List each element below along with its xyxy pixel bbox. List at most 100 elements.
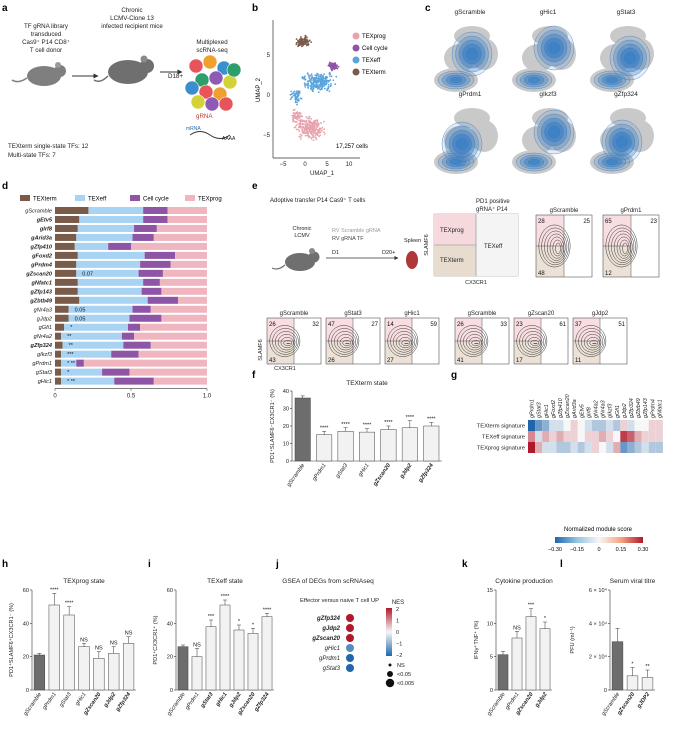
d-bar-segment [170,260,207,268]
umap-point [312,81,315,84]
d-bar-segment [156,224,207,232]
d-legend-label: TEXterm [33,197,57,203]
ytick-label: 40 [23,621,29,627]
umap-point [303,43,306,46]
d-annotation: * [67,370,70,376]
d-bar-segment [79,296,148,304]
umap-point [313,84,316,87]
e-top-plots: gScramble 28 25 48 gPrdm1 65 23 12 [535,208,660,278]
j-category-label: gZscan20 [311,636,340,642]
significance-label: **** [406,415,415,421]
e-contour [524,334,543,351]
j-dot [346,634,354,642]
g-column-label: gGfi1 [615,405,621,418]
category-label: gHic1 [214,692,228,709]
g-colorbar-tick: −0.15 [570,547,584,553]
d-bar-segment [143,215,168,223]
d-bar-segment [143,278,160,286]
umap-point [301,115,304,118]
umap-point [300,42,303,44]
a-polya-icon: AAAA [222,136,236,142]
e-contour [613,233,633,261]
d-bar-segment [55,207,89,214]
d-bar-segment [55,242,75,250]
e-quadrant-prog: 37 [575,322,582,328]
umap-point [336,67,339,70]
umap-point [295,124,298,126]
umap-point [299,133,302,136]
d-bar-segment [76,269,139,277]
j-colorbar-tick: 0 [396,630,399,636]
e-flow-title: gScramble [550,208,579,214]
d-bar-segment [88,207,144,214]
umap-point [321,129,323,132]
significance-label: NS [513,625,521,631]
umap-point [295,128,298,131]
c-contour [449,76,463,84]
umap-point [298,130,301,133]
g-heat-cell [528,420,536,431]
umap-point [314,121,317,124]
umap-point [311,129,314,132]
cell-icon [226,62,242,78]
d-bar-segment [55,287,78,295]
e-contour [280,337,294,349]
significance-label: * [631,662,634,668]
d-category-label: gZfp410 [30,244,53,250]
category-label: gPrdm1 [312,463,328,482]
g-heat-cell [627,420,635,431]
umap-point [315,80,318,82]
cell-icon [208,70,224,86]
e-contour [395,334,414,351]
e-contour [390,328,417,355]
j-dot [346,664,354,672]
d-bar-segment [150,305,207,313]
g-heat-cell [577,420,585,431]
panel-letter-b: b [252,3,258,14]
d-xtick-label: 1.0 [203,394,212,400]
umap-point [308,117,310,120]
e-contour [555,242,561,255]
d-bar-segment [138,350,207,358]
b-ytick: −5 [263,133,271,139]
c-density-plot [434,108,498,174]
d-bar-segment [61,332,122,340]
e-spleen-label: Spleen [404,238,421,244]
umap-point [297,95,299,98]
d-annotation: * ** [67,379,76,385]
umap-point [293,90,295,93]
significance-label: NS [193,642,201,648]
legend-swatch [352,32,360,40]
umap-point [304,134,307,137]
e-flow-plot: gPrdm1 65 23 12 [602,208,660,278]
umap-point [301,126,304,129]
j-colorbar [386,608,392,656]
umap-point [299,113,302,115]
umap-point [298,99,300,101]
panel-k-bar: Cytokine production 0 5 10 15 IFNγ⁺TNF⁺ (%) gS… [473,578,553,717]
umap-point [299,124,302,127]
umap-point [307,80,310,83]
e-contour [342,340,352,346]
umap-point [307,119,310,122]
significance-label: **** [320,425,329,431]
c-plot-title: gScramble [454,9,485,16]
b-xtick: 10 [346,162,353,168]
c-contour [605,76,619,84]
umap-point [305,119,308,122]
e-flow-title: gScramble [468,311,497,317]
bar [611,641,624,691]
c-density-plot [512,25,576,92]
category-label: gHic1 [75,692,88,707]
category-label: gScramble [286,463,306,488]
umap-point [303,76,306,79]
d-bar-segment [55,314,69,322]
g-heat-cell [584,431,592,442]
d-bar-segment [55,341,63,349]
umap-point [323,83,325,86]
e-contour [277,334,296,351]
bar [48,604,60,691]
e-quadrant-eff: 23 [650,219,657,225]
e-quadrant-eff: 25 [583,219,590,225]
d-bar-segment [167,215,207,223]
